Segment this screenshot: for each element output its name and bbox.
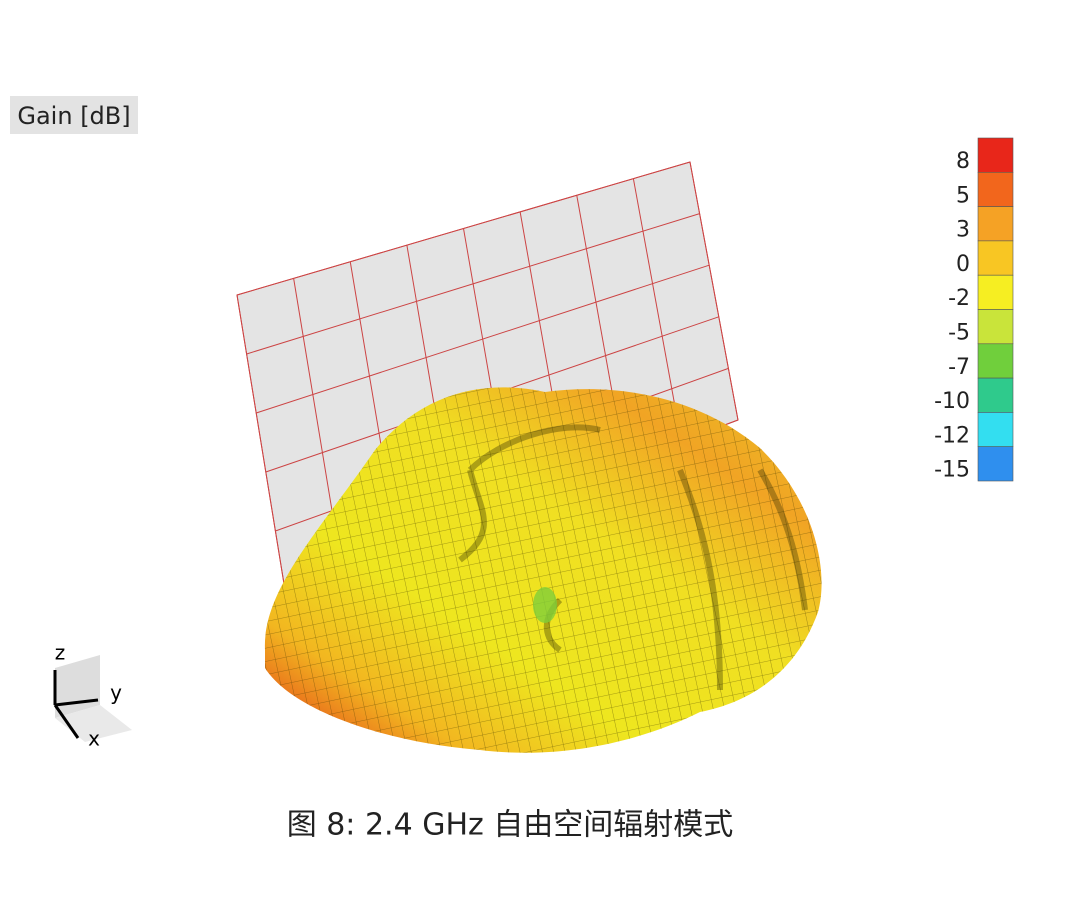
colorbar-swatch [977, 377, 1014, 413]
colorbar-swatch [977, 412, 1014, 447]
legend-title: Gain [dB] [17, 102, 130, 130]
null-spot [533, 587, 557, 623]
colorbar-tick-label: -15 [934, 458, 970, 483]
colorbar-tick-label: -10 [934, 389, 970, 414]
plane-grid-line [246, 213, 700, 355]
colorbar-tick-label: 3 [956, 218, 970, 243]
colorbar-swatch [977, 274, 1014, 310]
colorbar-tick-label: -2 [948, 286, 970, 311]
colorbar-swatch [977, 240, 1014, 276]
colorbar-swatch [977, 172, 1014, 207]
colorbar-tick-label: 0 [956, 252, 970, 277]
plane-grid-line [689, 161, 739, 421]
surface-folds [458, 424, 808, 691]
axis-label-x: x [88, 727, 100, 751]
axis-triad: z y x [53, 641, 132, 751]
colorbar: 8 5 3 0 -2 -5 -7 -10 -12 -15 [934, 137, 1014, 483]
plane-grid-line [632, 178, 682, 442]
colorbar-swatch [977, 206, 1014, 242]
colorbar-swatch [977, 309, 1014, 345]
colorbar-swatch [977, 137, 1014, 173]
plane-grid-line [256, 264, 710, 414]
colorbar-tick-label: 5 [956, 183, 970, 208]
legend-title-box [10, 96, 138, 134]
axis-label-z: z [55, 641, 66, 665]
axis-label-y: y [110, 681, 122, 705]
colorbar-tick-label: -5 [948, 321, 970, 346]
colorbar-tick-label: -7 [948, 355, 970, 380]
plane-grid-line [236, 161, 691, 296]
colorbar-swatch [977, 343, 1014, 379]
colorbar-swatch [977, 446, 1014, 482]
colorbar-tick-label: -12 [934, 423, 970, 448]
colorbar-tick-label: 8 [956, 149, 970, 174]
plane-grid-line [236, 294, 286, 591]
caption: 图 8: 2.4 GHz 自由空间辐射模式 [287, 808, 734, 843]
